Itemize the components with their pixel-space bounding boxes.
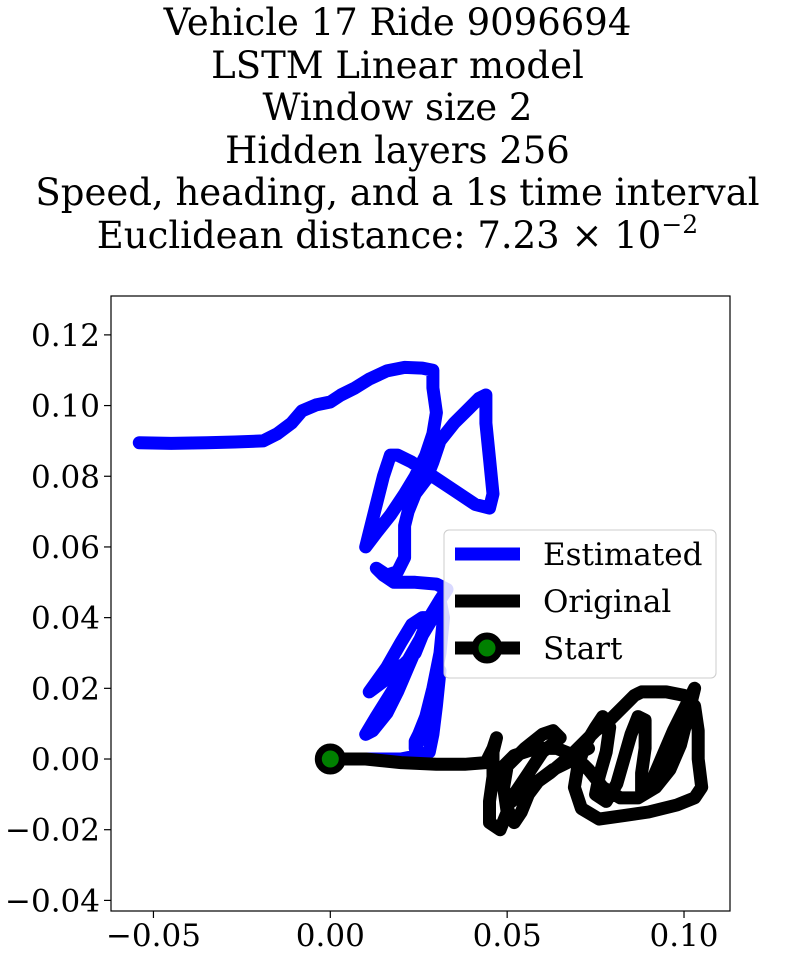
y-tick-label: 0.02	[31, 671, 100, 707]
y-tick-label: 0.08	[31, 459, 100, 495]
ticks-layer: −0.05 0.00 0.05 0.10 −0.04 −0.02 0.00 0.02 0.04 0…	[5, 318, 719, 954]
y-tick-label: 0.00	[31, 742, 100, 778]
title-line-window: Window size 2	[262, 86, 533, 129]
distance-exponent: −2	[661, 209, 699, 239]
series-line-original	[323, 681, 709, 837]
legend-start-marker	[471, 632, 503, 664]
distance-base: 10	[614, 213, 662, 257]
y-tick-label: 0.10	[31, 389, 100, 425]
legend-label-original: Original	[543, 584, 671, 620]
legend: Estimated Original Start	[443, 529, 717, 679]
y-tick-label: 0.12	[31, 318, 100, 354]
title-line-features: Speed, heading, and a 1s time interval	[35, 171, 760, 214]
y-tick-label: −0.04	[5, 883, 100, 919]
series-line-estimated	[132, 360, 500, 766]
axes-frame	[110, 295, 731, 912]
title-line-distance: Euclidean distance: 7.23 × 10−2	[0, 210, 795, 262]
y-tick-label: 0.04	[31, 601, 100, 637]
series-layer	[132, 360, 709, 837]
chart-title: Vehicle 17 Ride 9096694 LSTM Linear mode…	[0, 1, 795, 262]
title-line-hidden: Hidden layers 256	[225, 128, 570, 172]
x-tick-label: 0.00	[296, 918, 365, 954]
title-line-model: LSTM Linear model	[211, 43, 584, 87]
title-line-vehicle: Vehicle 17 Ride 9096694	[163, 1, 632, 44]
legend-label-estimated: Estimated	[543, 537, 702, 573]
start-marker	[314, 743, 346, 775]
legend-label-start: Start	[543, 631, 623, 667]
x-tick-label: 0.10	[650, 918, 719, 954]
distance-prefix: Euclidean distance: 7.23	[96, 213, 560, 257]
y-tick-label: −0.02	[5, 813, 100, 849]
distance-times: ×	[571, 213, 603, 257]
x-tick-label: −0.05	[106, 918, 201, 954]
x-tick-label: 0.05	[473, 918, 542, 954]
legend-box	[443, 529, 717, 679]
y-tick-label: 0.06	[31, 530, 100, 566]
